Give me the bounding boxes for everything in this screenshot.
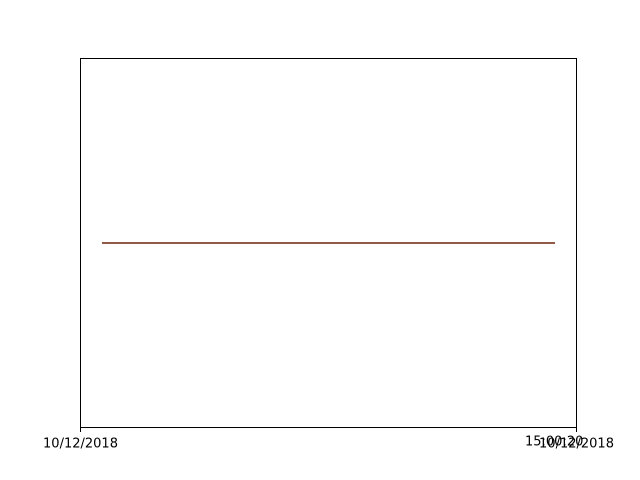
plot-frame [80,58,577,428]
x-tick-label-1: 10/12/2018 [43,437,118,452]
x-time-label-1: 15:00:20 [525,435,583,450]
x-tick-label-2: 10/12/2018 [539,437,614,452]
